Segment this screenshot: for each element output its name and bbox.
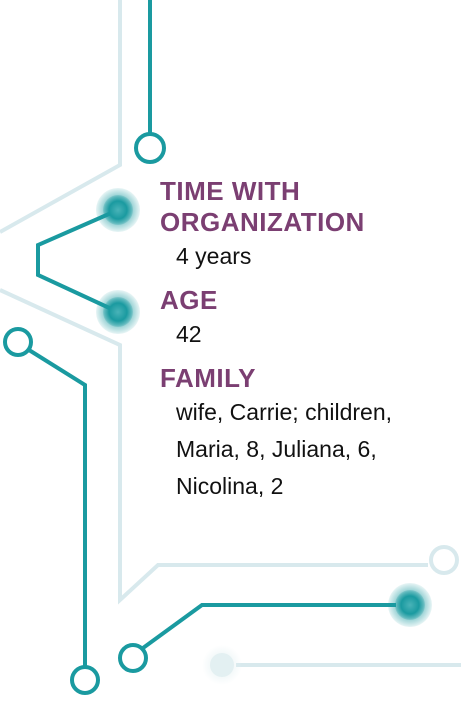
field-value: Nicolina, 2 (176, 473, 284, 499)
field-label: AGE (160, 285, 218, 315)
field-value: Maria, 8, Juliana, 6, (176, 436, 377, 462)
field-label: TIME WITH ORGANIZATION (160, 176, 365, 237)
field-value: 42 (176, 321, 202, 347)
profile-info: TIME WITH ORGANIZATION 4 years AGE 42 FAMILY… (160, 176, 450, 505)
field-value: 4 years (176, 243, 252, 269)
field-value: wife, Carrie; children, (176, 399, 393, 425)
field-label: FAMILY (160, 363, 256, 393)
